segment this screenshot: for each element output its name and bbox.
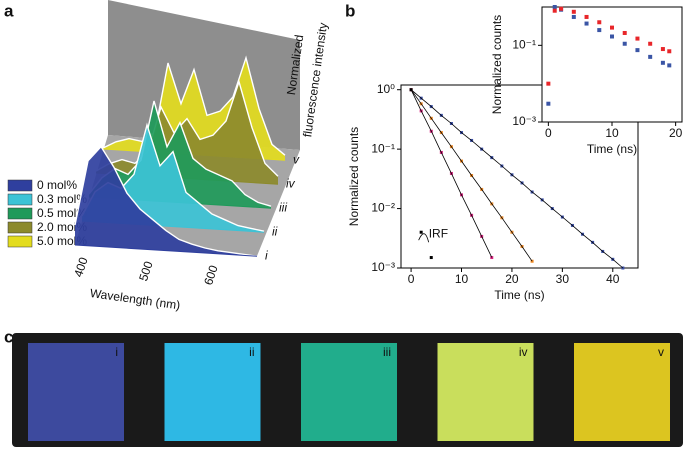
fit-line — [410, 89, 533, 262]
spectrum-line — [74, 145, 258, 257]
legend-swatch — [7, 207, 33, 220]
data-point — [490, 256, 494, 260]
data-point — [419, 230, 423, 234]
panel-label: a — [4, 1, 14, 20]
data-point — [552, 5, 557, 9]
data-point — [635, 48, 640, 53]
x-tick-label: 0 — [408, 272, 415, 286]
y-tick-label: 10⁻³ — [512, 114, 536, 128]
x-tick-label: 30 — [556, 272, 570, 286]
curve-label: i — [265, 248, 268, 262]
data-point — [546, 101, 551, 106]
sample-photo — [574, 343, 670, 441]
data-point — [610, 34, 614, 39]
x-tick-label: 20 — [669, 126, 683, 140]
legend-label: 0 mol% — [37, 178, 77, 192]
spectrum-line — [102, 55, 286, 156]
data-point — [622, 41, 627, 46]
x-tick-label: 500 — [136, 259, 156, 283]
sample-label: v — [658, 345, 664, 359]
panel-label: c — [4, 327, 13, 346]
x-tick-label: 20 — [505, 272, 519, 286]
x-tick-label: 600 — [201, 263, 221, 287]
data-point — [648, 54, 653, 59]
data-point — [597, 28, 602, 33]
x-tick-label: 0 — [545, 126, 552, 140]
x-axis-label: Wavelength (nm) — [89, 286, 181, 313]
legend-swatch — [7, 235, 33, 248]
data-point — [622, 30, 627, 35]
fit-line — [410, 89, 624, 269]
y-axis-label: Normalized counts — [347, 127, 361, 226]
y-tick-label: 10⁻² — [371, 201, 395, 215]
data-point — [584, 14, 589, 19]
sample-label: ii — [249, 345, 254, 359]
data-point — [667, 49, 672, 54]
spectrum-line — [88, 100, 272, 207]
data-point — [409, 88, 413, 92]
fit-line — [410, 89, 493, 258]
legend-label: 5.0 mol% — [37, 234, 87, 248]
data-point — [530, 259, 534, 263]
sample-label: i — [115, 345, 118, 359]
data-point — [571, 14, 576, 19]
curve-label: ii — [272, 224, 278, 238]
x-axis-label: Time (ns) — [587, 142, 637, 156]
data-point — [571, 9, 576, 14]
baseline — [74, 244, 258, 257]
sample-photo — [301, 343, 397, 441]
annotation-arc — [418, 233, 430, 243]
data-point — [648, 41, 653, 46]
y-tick-label: 10⁻³ — [371, 260, 395, 274]
panel-label: b — [345, 1, 355, 20]
legend-label: 0.3 mol% — [37, 192, 87, 206]
sample-label: iv — [519, 345, 528, 359]
x-tick-label: 400 — [71, 255, 91, 279]
x-tick-label: 10 — [605, 126, 619, 140]
data-point — [597, 20, 602, 25]
legend-swatch — [7, 193, 33, 206]
y-tick-label: 10⁻¹ — [371, 141, 395, 155]
sample-photo — [164, 343, 261, 441]
legend-label: 0.5 mol% — [37, 206, 87, 220]
data-point — [584, 21, 589, 26]
data-point — [660, 47, 665, 52]
y-tick-label: 10⁻¹ — [512, 38, 536, 52]
legend-swatch — [7, 221, 33, 234]
data-point — [610, 25, 614, 30]
sample-label: iii — [383, 345, 391, 359]
curve-label: iii — [279, 200, 287, 214]
legend-swatch — [7, 179, 33, 192]
spectrum-area — [75, 146, 257, 257]
data-point — [667, 63, 672, 68]
data-point — [552, 8, 557, 13]
curve-label: iv — [286, 176, 296, 190]
sample-photo — [437, 343, 534, 441]
spectrum-line — [95, 79, 279, 177]
data-point — [635, 36, 640, 41]
annotation: IRF — [429, 226, 448, 240]
data-point — [429, 256, 433, 260]
y-axis-label: Normalized counts — [490, 15, 504, 114]
x-axis-label: Time (ns) — [494, 288, 544, 302]
data-point — [660, 60, 665, 65]
data-point — [559, 6, 564, 11]
y-tick-label: 10⁰ — [377, 82, 395, 96]
sample-photo — [28, 343, 124, 441]
curve-label: v — [293, 152, 300, 166]
x-tick-label: 40 — [606, 272, 620, 286]
x-tick-label: 10 — [455, 272, 469, 286]
data-point — [546, 81, 551, 86]
